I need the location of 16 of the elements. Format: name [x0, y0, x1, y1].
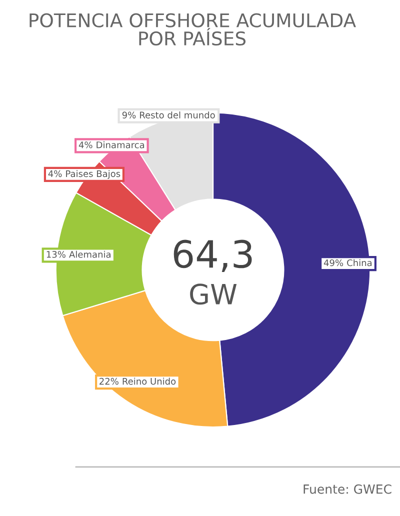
- slice-label: Alemania: [69, 250, 110, 258]
- slice-label: Dinamarca: [96, 141, 144, 148]
- source-note: Fuente: GWEC: [304, 484, 392, 494]
- chart-title: POTENCIA OFFSHORE ACUMULADA POR PAÍSES: [30, 13, 356, 46]
- data-label: 22%: [100, 378, 118, 385]
- text: GW: [190, 284, 237, 305]
- data-label: 13%: [46, 250, 66, 258]
- data-label: 9%: [122, 112, 136, 118]
- slice-label: Resto del mundo: [140, 111, 215, 118]
- slice-label: China: [347, 259, 372, 266]
- slice-label: Paises Bajos: [66, 170, 120, 179]
- data-label: 4%: [48, 170, 62, 178]
- data-label: 4%: [78, 141, 92, 148]
- data-label: 49%: [324, 259, 344, 266]
- text: 64,3: [174, 240, 252, 272]
- slice-label: Reino Unido: [122, 378, 176, 385]
